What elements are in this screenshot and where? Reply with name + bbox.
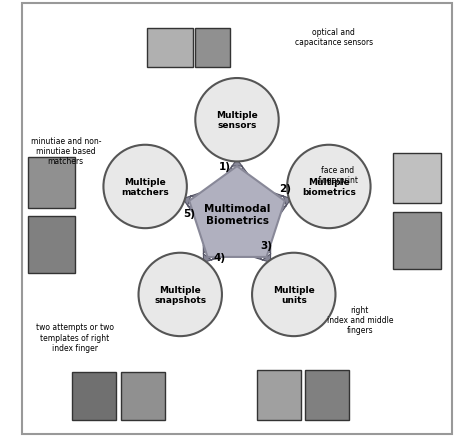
Text: Multiple
sensors: Multiple sensors bbox=[216, 111, 258, 130]
Polygon shape bbox=[227, 160, 247, 174]
Bar bbox=[393, 153, 441, 204]
Bar bbox=[393, 212, 441, 269]
Bar bbox=[147, 28, 193, 68]
Text: 5): 5) bbox=[183, 208, 195, 219]
Circle shape bbox=[287, 145, 371, 229]
Bar bbox=[28, 217, 74, 274]
Text: Multiple
units: Multiple units bbox=[273, 285, 315, 304]
Polygon shape bbox=[274, 194, 291, 214]
Text: two attempts or two
templates of right
index finger: two attempts or two templates of right i… bbox=[36, 322, 114, 352]
Text: right
index and middle
fingers: right index and middle fingers bbox=[327, 305, 393, 335]
Text: Multiple
snapshots: Multiple snapshots bbox=[154, 285, 206, 304]
Text: 1): 1) bbox=[219, 162, 231, 172]
Bar bbox=[28, 158, 74, 208]
Text: Multiple
biometrics: Multiple biometrics bbox=[302, 177, 356, 197]
Bar bbox=[73, 372, 116, 420]
Circle shape bbox=[195, 79, 279, 162]
Polygon shape bbox=[183, 194, 200, 214]
Polygon shape bbox=[254, 245, 271, 263]
Circle shape bbox=[103, 145, 187, 229]
Text: Multiple
matchers: Multiple matchers bbox=[121, 177, 169, 197]
Text: minutiae and non-
minutiae based
matchers: minutiae and non- minutiae based matcher… bbox=[30, 136, 101, 166]
Bar bbox=[257, 370, 301, 420]
Text: face and
fingerprint: face and fingerprint bbox=[318, 166, 358, 185]
Polygon shape bbox=[189, 167, 285, 258]
Text: 2): 2) bbox=[279, 184, 291, 194]
Text: Multimodal
Biometrics: Multimodal Biometrics bbox=[204, 204, 270, 226]
Text: optical and
capacitance sensors: optical and capacitance sensors bbox=[294, 28, 373, 47]
Text: 3): 3) bbox=[261, 240, 273, 250]
Circle shape bbox=[252, 253, 336, 336]
Bar bbox=[195, 28, 230, 68]
Bar bbox=[305, 370, 349, 420]
Text: 4): 4) bbox=[214, 252, 226, 262]
Polygon shape bbox=[203, 245, 220, 263]
Circle shape bbox=[138, 253, 222, 336]
Bar bbox=[121, 372, 164, 420]
